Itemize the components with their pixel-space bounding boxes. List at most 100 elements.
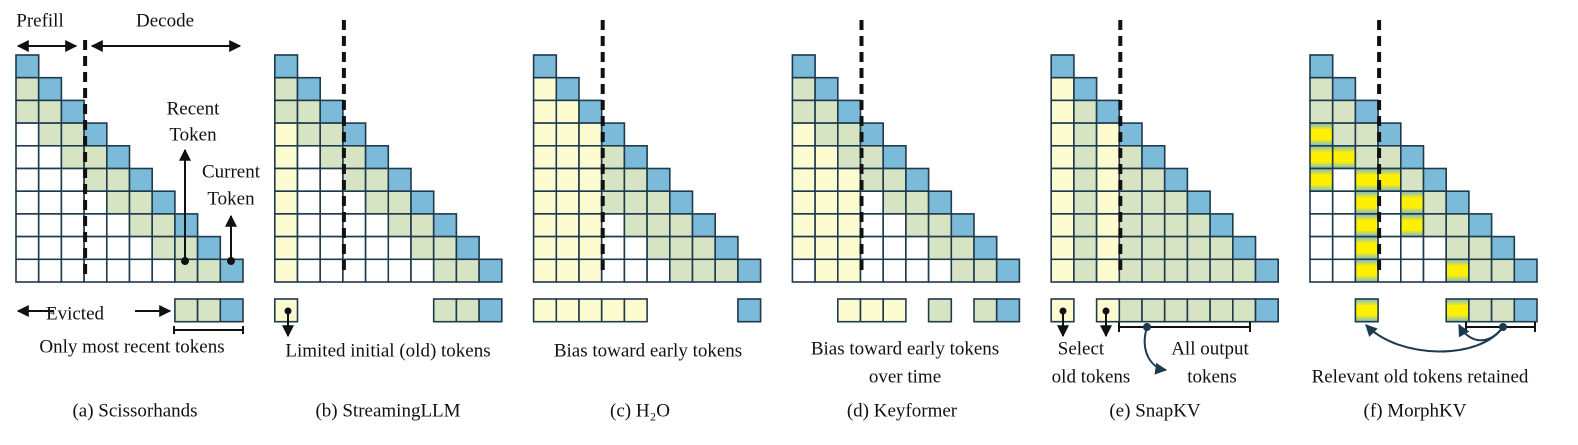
bracket <box>1118 322 1251 332</box>
kv-cell <box>859 235 885 261</box>
kv-cell <box>646 213 671 238</box>
kv-cell <box>455 298 480 323</box>
kv-cell <box>836 145 862 170</box>
kv-cell <box>1400 167 1425 193</box>
kv-cell <box>1209 298 1234 323</box>
kv-cell <box>791 76 816 102</box>
kv-cell <box>714 235 739 261</box>
kv-cell <box>1141 298 1166 323</box>
panel-caption: (a) Scissorhands <box>72 400 197 421</box>
kv-cell <box>364 235 390 261</box>
kv-cell <box>60 213 85 238</box>
kv-cell <box>60 145 85 170</box>
kv-cell <box>319 258 344 283</box>
kv-cell <box>623 235 648 261</box>
kv-cell <box>1095 145 1121 170</box>
captions: (a) Scissorhands (b) StreamingLLM (c) H₂O (… <box>72 400 1466 421</box>
kv-cell <box>668 258 694 283</box>
kv-cell <box>737 298 762 323</box>
kv-cell <box>1422 213 1448 238</box>
kv-cell <box>478 298 503 323</box>
kv-cell <box>83 235 108 261</box>
kv-cell <box>319 190 344 215</box>
kv-cell <box>60 258 85 283</box>
kv-cell <box>1095 258 1121 283</box>
kv-cell <box>691 258 717 283</box>
kv-cell <box>60 235 85 261</box>
current-label: Token <box>207 188 255 209</box>
kv-cell <box>1400 235 1425 261</box>
kv-cell <box>1445 213 1470 238</box>
kv-cell <box>1186 298 1211 323</box>
kv-cell <box>600 167 626 193</box>
kv-cell <box>578 258 603 283</box>
kv-cell <box>1468 298 1493 323</box>
kv-cell <box>432 213 458 238</box>
kv-cell <box>1490 235 1516 261</box>
kv-cell <box>1354 235 1379 261</box>
kv-cell <box>532 167 558 193</box>
kv-cell <box>1254 258 1280 283</box>
kv-cell <box>1232 235 1257 261</box>
kv-cell <box>1073 145 1098 170</box>
kv-cell <box>623 213 648 238</box>
kv-cell <box>791 99 816 124</box>
kv-cell <box>1095 167 1121 193</box>
panel-desc: Select <box>1058 338 1105 359</box>
panel-caption: (e) SnapKV <box>1109 400 1201 421</box>
kv-cell <box>1422 235 1448 261</box>
kv-cell <box>532 145 558 170</box>
kv-cell <box>791 190 816 215</box>
kv-cell <box>174 235 199 261</box>
kv-cell <box>410 213 435 238</box>
kv-cell <box>1163 235 1189 261</box>
kv-cell <box>1331 213 1357 238</box>
kv-cell <box>37 190 63 215</box>
kv-cell <box>342 145 367 170</box>
kv-cell <box>691 213 717 238</box>
kv-cell <box>83 213 108 238</box>
kv-cell <box>668 213 694 238</box>
kv-cell <box>319 167 344 193</box>
kv-cell <box>950 235 975 261</box>
kv-cell <box>668 235 694 261</box>
kv-cell <box>1050 235 1075 261</box>
kv-cell <box>1377 190 1402 215</box>
kv-cell <box>273 258 299 283</box>
kv-cell <box>410 235 435 261</box>
kv-cell <box>151 190 176 215</box>
kv-cell <box>836 298 862 323</box>
kv-cell <box>1354 258 1379 283</box>
kv-cell <box>1118 167 1143 193</box>
panel-caption: (c) H₂O <box>610 400 670 421</box>
kv-cell <box>927 213 953 238</box>
kv-cell <box>1118 122 1143 147</box>
arrow <box>1143 326 1168 375</box>
kv-cell <box>905 235 930 261</box>
kv-cell <box>555 167 580 193</box>
kv-cell <box>1331 122 1357 147</box>
kv-cell <box>15 76 40 102</box>
recent-label: Token <box>169 124 217 145</box>
kv-cell <box>106 167 131 193</box>
kv-cell <box>578 213 603 238</box>
kv-cell <box>859 258 885 283</box>
kv-cell <box>296 99 322 124</box>
kv-cell <box>410 190 435 215</box>
kv-cell <box>1095 213 1121 238</box>
kv-cell <box>791 122 816 147</box>
kv-cell <box>1422 258 1448 283</box>
kv-cell <box>578 145 603 170</box>
kv-cell <box>600 122 626 147</box>
kv-cell <box>60 122 85 147</box>
kv-cell <box>387 167 412 193</box>
kv-cell <box>1095 122 1121 147</box>
kv-cell <box>859 298 885 323</box>
kv-cell <box>219 298 244 323</box>
kv-cell <box>600 298 626 323</box>
kv-cell <box>296 167 322 193</box>
kv-cell <box>15 145 40 170</box>
kv-cell <box>1050 99 1075 124</box>
kv-cell <box>555 99 580 124</box>
kv-cell <box>319 99 344 124</box>
